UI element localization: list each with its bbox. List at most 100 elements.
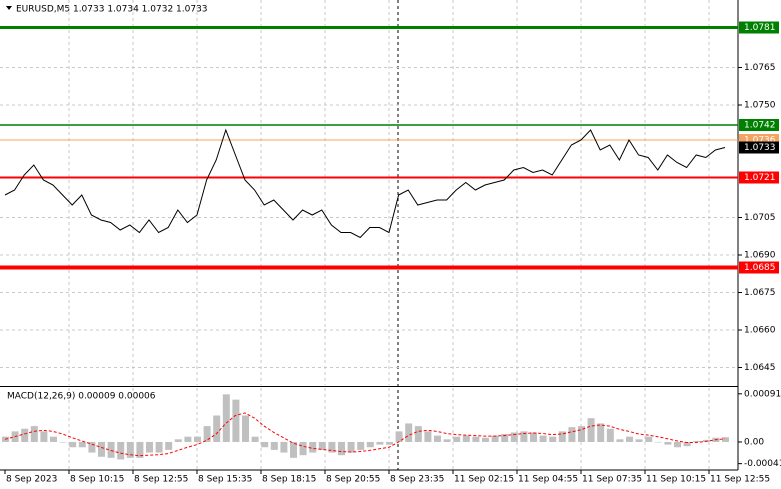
x-tick-label: 8 Sep 10:15 — [70, 475, 124, 485]
macd-bar — [482, 437, 489, 442]
macd-bar — [203, 426, 211, 442]
macd-bar — [386, 441, 393, 445]
macd-bar — [501, 434, 509, 442]
macd-bar — [626, 436, 633, 442]
price-line — [4, 128, 726, 239]
macd-bar — [683, 441, 691, 447]
y-tick-label: 1.0690 — [744, 251, 776, 261]
macd-bar — [549, 436, 557, 442]
y-tick-label: 1.0750 — [744, 101, 776, 111]
macd-bar — [98, 441, 105, 457]
macd-bar — [213, 415, 221, 442]
macd-bar — [664, 441, 672, 445]
x-tick-label: 8 Sep 2023 — [6, 475, 57, 485]
macd-bar — [616, 439, 624, 442]
y-tick-label: 0.00 — [744, 437, 764, 447]
macd-bar — [587, 418, 595, 442]
macd-bar — [357, 441, 365, 450]
macd-bar — [722, 437, 729, 442]
level-label-box — [739, 119, 779, 131]
macd-bar — [328, 441, 336, 453]
macd-bar — [261, 441, 269, 448]
macd-bar — [530, 432, 537, 442]
y-tick-label: 1.0660 — [744, 326, 776, 336]
macd-bar — [78, 441, 86, 448]
last-price-label: 1.0733 — [744, 143, 776, 153]
macd-bar — [309, 441, 317, 453]
macd-bar — [165, 441, 173, 450]
macd-bar — [654, 441, 662, 443]
macd-bar — [232, 399, 240, 442]
x-tick-label: 11 Sep 07:35 — [582, 475, 642, 485]
x-tick-label: 11 Sep 02:15 — [454, 475, 514, 485]
macd-bar — [395, 431, 403, 442]
macd-bar — [347, 441, 355, 453]
y-tick-label: 0.00091 — [744, 389, 781, 399]
x-tick-label: 8 Sep 12:55 — [134, 475, 188, 485]
macd-bar — [50, 436, 57, 442]
level-label: 1.0736 — [744, 136, 776, 146]
macd-bar — [299, 441, 307, 456]
macd-bar — [443, 439, 451, 442]
y-tick-label: 1.0705 — [744, 213, 776, 223]
macd-bar — [184, 436, 192, 442]
macd-bar — [270, 441, 278, 450]
macd-bar — [40, 431, 48, 442]
macd-bar — [693, 440, 701, 442]
macd-bar — [88, 441, 96, 453]
level-label-box — [739, 261, 779, 274]
macd-bar — [155, 441, 163, 453]
macd-bar — [30, 426, 38, 442]
x-tick-label: 11 Sep 12:55 — [710, 475, 770, 485]
macd-bar — [520, 431, 528, 442]
macd-bar — [174, 439, 182, 442]
macd-bar — [280, 441, 288, 453]
y-tick-label: 1.0765 — [744, 63, 776, 73]
macd-bar — [290, 441, 297, 458]
macd-bar — [318, 441, 326, 450]
macd-bar — [424, 431, 432, 442]
signal-line — [4, 412, 726, 457]
macd-bar — [434, 435, 441, 442]
macd-bar — [405, 423, 413, 442]
macd-bar — [251, 436, 259, 442]
level-label: 1.0721 — [744, 173, 776, 183]
macd-bar — [117, 441, 125, 460]
x-tick-label: 11 Sep 04:55 — [518, 475, 578, 485]
macd-bar — [21, 428, 29, 442]
macd-bar — [376, 441, 384, 445]
macd-bar — [606, 428, 614, 442]
macd-bar — [510, 432, 518, 442]
macd-bar — [645, 436, 653, 442]
macd-bar — [597, 423, 605, 442]
x-tick-label: 11 Sep 10:15 — [646, 475, 706, 485]
x-tick-label: 8 Sep 20:55 — [326, 475, 380, 485]
macd-bar — [568, 427, 576, 442]
macd-bar — [366, 441, 374, 448]
macd-bar — [578, 426, 585, 442]
macd-bar — [59, 441, 67, 443]
macd-bar — [472, 436, 480, 442]
macd-bar — [338, 441, 345, 456]
macd-bar — [414, 426, 422, 442]
macd-bar — [539, 435, 547, 442]
macd-bar — [194, 436, 201, 442]
y-tick-label: 1.0645 — [744, 363, 776, 373]
x-tick-label: 8 Sep 23:35 — [390, 475, 444, 485]
menu-triangle — [6, 6, 12, 10]
main-title: EURUSD,M5 1.0733 1.0734 1.0732 1.0733 — [16, 5, 208, 15]
level-label-box — [739, 171, 779, 184]
macd-bar — [126, 441, 134, 458]
level-label-box — [739, 21, 779, 34]
macd-bar — [635, 439, 643, 442]
x-tick-label: 8 Sep 15:35 — [198, 475, 252, 485]
macd-bar — [69, 441, 77, 448]
macd-bar — [674, 441, 681, 448]
macd-bar — [453, 436, 461, 442]
macd-bar — [462, 435, 470, 442]
macd-bar — [136, 441, 144, 458]
level-label: 1.0742 — [744, 121, 776, 131]
macd-bar — [491, 435, 499, 442]
